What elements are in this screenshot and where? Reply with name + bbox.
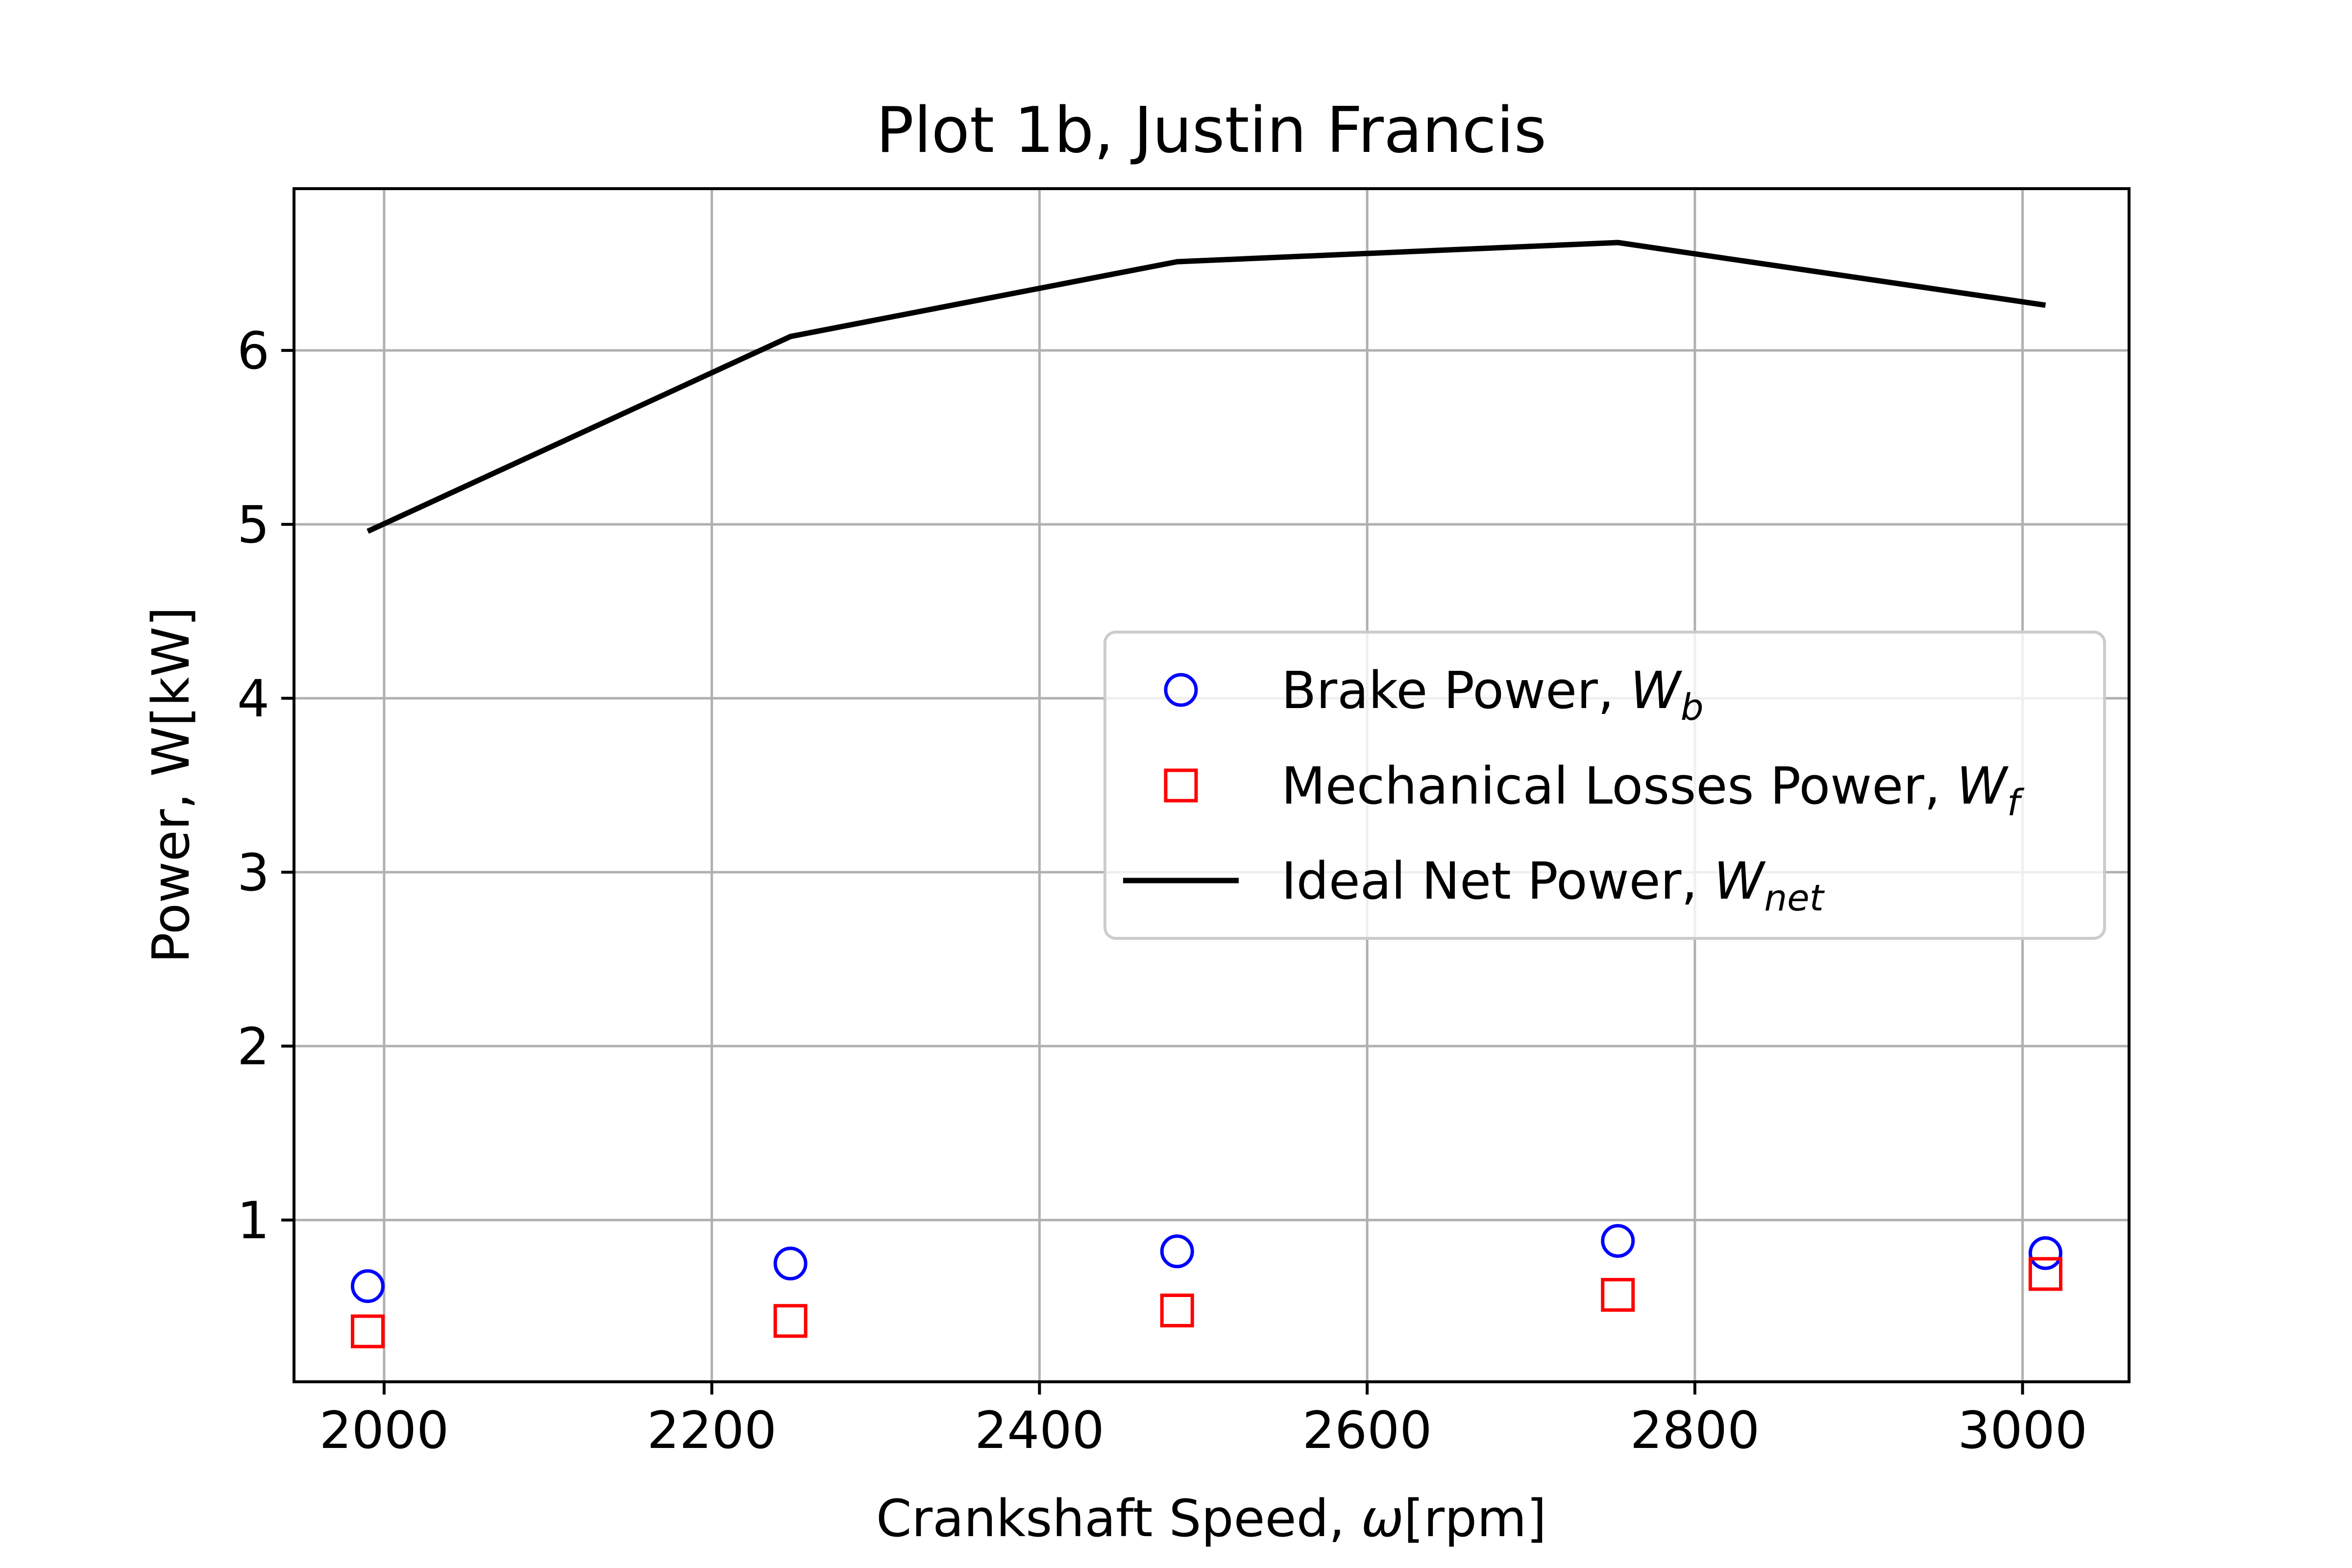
series-0 [350,1224,2062,1303]
series-line [367,240,2046,534]
series-1 [350,1257,2062,1348]
x-tick-label: 2000 [319,1400,449,1460]
x-tick-label: 2400 [975,1400,1104,1460]
data-point [350,1314,385,1348]
x-tick-label: 2800 [1630,1400,1760,1460]
legend-label: Mechanical Losses Power, Wf [1281,756,2025,824]
data-point [2028,1257,2062,1291]
y-tick-label: 5 [237,495,270,555]
legend-label: Ideal Net Power, Wnet [1281,851,1825,919]
series-layer [350,240,2062,1348]
y-tick-label: 2 [237,1017,270,1077]
data-point [773,1304,808,1338]
axis-ticks: 2000 2200 2400 2600 2800 3000 1 2 3 4 5 6 [237,321,2087,1460]
y-axis-label: Power, W[kW] [141,607,201,963]
y-tick-label: 3 [237,843,270,903]
plot-area-frame [293,187,2131,1383]
data-point [1160,1234,1194,1269]
legend-box [1103,631,2106,940]
y-tick-label: 1 [237,1191,270,1250]
y-tick-label: 6 [237,321,270,381]
legend-entry: Mechanical Losses Power, Wf [1164,756,2025,824]
data-point [1601,1278,1635,1312]
x-axis-label: Crankshaft Speed, ω[rpm] [876,1489,1546,1548]
y-tick-label: 4 [237,669,270,729]
data-point [773,1247,808,1281]
data-point [1601,1224,1635,1258]
x-tick-label: 2600 [1302,1400,1432,1460]
legend-marker [1164,673,1198,707]
data-point [2028,1236,2062,1270]
legend-entry: Brake Power, Wb [1164,661,1704,729]
x-tick-label: 3000 [1958,1400,2087,1460]
data-point [1160,1293,1194,1327]
legend-marker [1164,768,1198,803]
x-tick-label: 2200 [647,1400,777,1460]
legend-entry: Ideal Net Power, Wnet [1123,851,1825,919]
series-2 [367,240,2046,534]
chart-title: Plot 1b, Justin Francis [876,94,1546,167]
legend-label: Brake Power, Wb [1281,661,1704,729]
legend: Brake Power, Wb Mechanical Losses Power, … [1103,631,2106,940]
data-point [350,1269,385,1303]
